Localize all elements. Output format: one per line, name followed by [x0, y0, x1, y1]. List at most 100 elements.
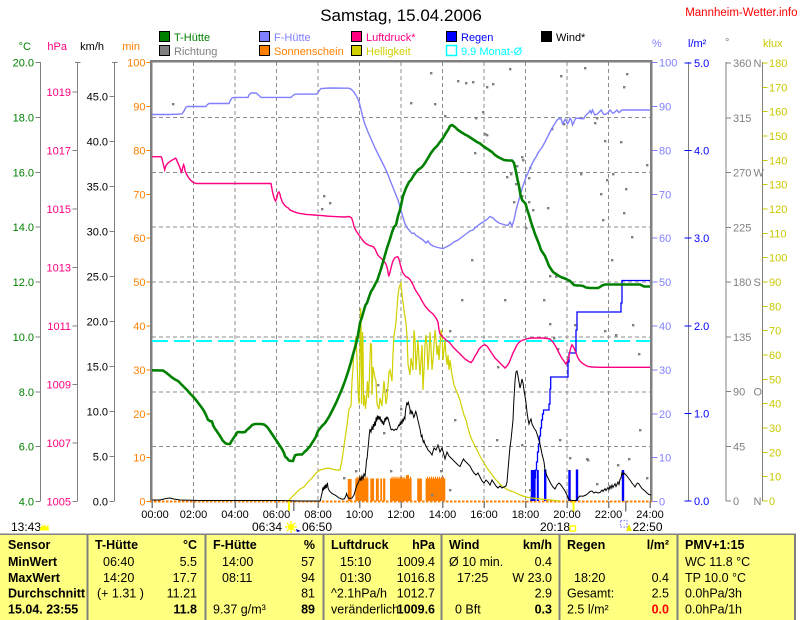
svg-text:%: %	[652, 38, 662, 50]
svg-text:170: 170	[769, 82, 787, 94]
svg-text:90: 90	[769, 277, 781, 289]
svg-text:20:00: 20:00	[553, 509, 581, 521]
svg-text:(+ 1.31 ): (+ 1.31 )	[97, 587, 144, 601]
svg-text:14.0: 14.0	[13, 222, 34, 234]
svg-text:06:50: 06:50	[302, 520, 332, 534]
svg-text:Wind: Wind	[449, 538, 479, 552]
svg-text:1019: 1019	[47, 87, 71, 99]
svg-text:50: 50	[659, 277, 671, 289]
svg-text:4.0: 4.0	[19, 497, 34, 509]
svg-text:100: 100	[659, 58, 677, 70]
svg-text:94: 94	[301, 571, 315, 585]
svg-text:11.8: 11.8	[173, 603, 197, 617]
svg-text:hPa: hPa	[47, 41, 67, 53]
svg-text:180: 180	[733, 277, 751, 289]
svg-text:S: S	[754, 277, 761, 289]
svg-text:60: 60	[133, 233, 145, 245]
svg-text:°: °	[725, 37, 729, 49]
svg-text:Richtung: Richtung	[174, 46, 217, 58]
svg-text:0.4: 0.4	[535, 555, 552, 569]
svg-text:06:34: 06:34	[252, 520, 282, 534]
svg-text:30: 30	[659, 365, 671, 377]
svg-text:90: 90	[733, 387, 745, 399]
svg-text:PMV+1:15: PMV+1:15	[685, 538, 744, 552]
svg-text:0.0: 0.0	[694, 496, 709, 508]
svg-text:1017: 1017	[47, 145, 71, 157]
svg-text:17:25: 17:25	[457, 571, 488, 585]
svg-text:40: 40	[769, 399, 781, 411]
svg-text:20:18: 20:18	[540, 520, 570, 534]
svg-text:W: W	[754, 168, 765, 180]
svg-text:10: 10	[659, 453, 671, 465]
svg-text:W 23.0: W 23.0	[512, 571, 552, 585]
svg-text:1016.8: 1016.8	[397, 571, 435, 585]
svg-text:14:00: 14:00	[222, 555, 253, 569]
svg-text:l/m²: l/m²	[688, 38, 707, 50]
svg-text:70: 70	[133, 189, 145, 201]
svg-text:^2.1hPa/h: ^2.1hPa/h	[331, 587, 387, 601]
svg-text:Mannheim-Wetter.info: Mannheim-Wetter.info	[685, 7, 797, 19]
svg-text:60: 60	[769, 350, 781, 362]
svg-text:1.0: 1.0	[694, 408, 709, 420]
svg-text:01:30: 01:30	[340, 571, 371, 585]
svg-text:13:43: 13:43	[11, 520, 41, 534]
svg-text:120: 120	[769, 204, 787, 216]
svg-text:Regen: Regen	[461, 32, 493, 44]
svg-text:2.9: 2.9	[535, 587, 552, 601]
svg-text:160: 160	[769, 107, 787, 119]
svg-text:N: N	[754, 496, 762, 508]
svg-text:N: N	[754, 58, 762, 70]
svg-text:35.0: 35.0	[87, 182, 108, 194]
svg-text:12.0: 12.0	[13, 277, 34, 289]
svg-text:20: 20	[769, 447, 781, 459]
svg-text:Regen: Regen	[567, 538, 605, 552]
svg-text:km/h: km/h	[80, 41, 104, 53]
svg-text:MaxWert: MaxWert	[8, 571, 61, 585]
svg-text:Samstag, 15.04.2006: Samstag, 15.04.2006	[320, 6, 482, 25]
svg-text:9.37 g/m³: 9.37 g/m³	[213, 603, 266, 617]
svg-text:km/h: km/h	[523, 538, 552, 552]
svg-text:50: 50	[133, 277, 145, 289]
svg-text:30.0: 30.0	[87, 227, 108, 239]
svg-text:225: 225	[733, 222, 751, 234]
svg-text:22:00: 22:00	[595, 509, 623, 521]
svg-text:10.0: 10.0	[87, 407, 108, 419]
svg-text:1005: 1005	[47, 497, 71, 509]
svg-text:70: 70	[769, 326, 781, 338]
svg-text:1013: 1013	[47, 262, 71, 274]
svg-text:°C: °C	[19, 41, 31, 53]
svg-text:0: 0	[139, 497, 145, 509]
svg-text:°C: °C	[183, 538, 197, 552]
svg-text:Sonnenschein: Sonnenschein	[274, 46, 344, 58]
svg-text:06:40: 06:40	[103, 555, 134, 569]
svg-text:90: 90	[133, 102, 145, 114]
svg-text:02:00: 02:00	[180, 509, 208, 521]
svg-text:40: 40	[659, 321, 671, 333]
svg-text:17.7: 17.7	[173, 571, 197, 585]
svg-text:0: 0	[733, 496, 739, 508]
svg-text:1015: 1015	[47, 204, 71, 216]
svg-text:Sensor: Sensor	[8, 538, 51, 552]
svg-text:12:00: 12:00	[387, 509, 415, 521]
svg-text:22:50: 22:50	[633, 520, 663, 534]
svg-text:270: 270	[733, 168, 751, 180]
svg-text:F-Hütte: F-Hütte	[274, 32, 311, 44]
svg-text:10: 10	[769, 472, 781, 484]
svg-text:18:20: 18:20	[574, 571, 605, 585]
svg-text:100: 100	[769, 253, 787, 265]
svg-text:15.04. 23:55: 15.04. 23:55	[8, 603, 78, 617]
svg-text:klux: klux	[763, 38, 783, 50]
svg-text:14:00: 14:00	[429, 509, 457, 521]
svg-text:30: 30	[769, 423, 781, 435]
svg-text:15.0: 15.0	[87, 362, 108, 374]
svg-text:5.0: 5.0	[93, 452, 108, 464]
svg-text:57: 57	[301, 555, 315, 569]
svg-text:11.21: 11.21	[167, 587, 197, 601]
svg-text:Durchschnitt: Durchschnitt	[8, 587, 86, 601]
svg-text:10.0: 10.0	[13, 332, 34, 344]
svg-text:45.0: 45.0	[87, 92, 108, 104]
svg-text:1009.6: 1009.6	[397, 603, 435, 617]
svg-text:14:20: 14:20	[103, 571, 134, 585]
svg-text:100: 100	[127, 58, 145, 70]
svg-text:18:00: 18:00	[512, 509, 540, 521]
